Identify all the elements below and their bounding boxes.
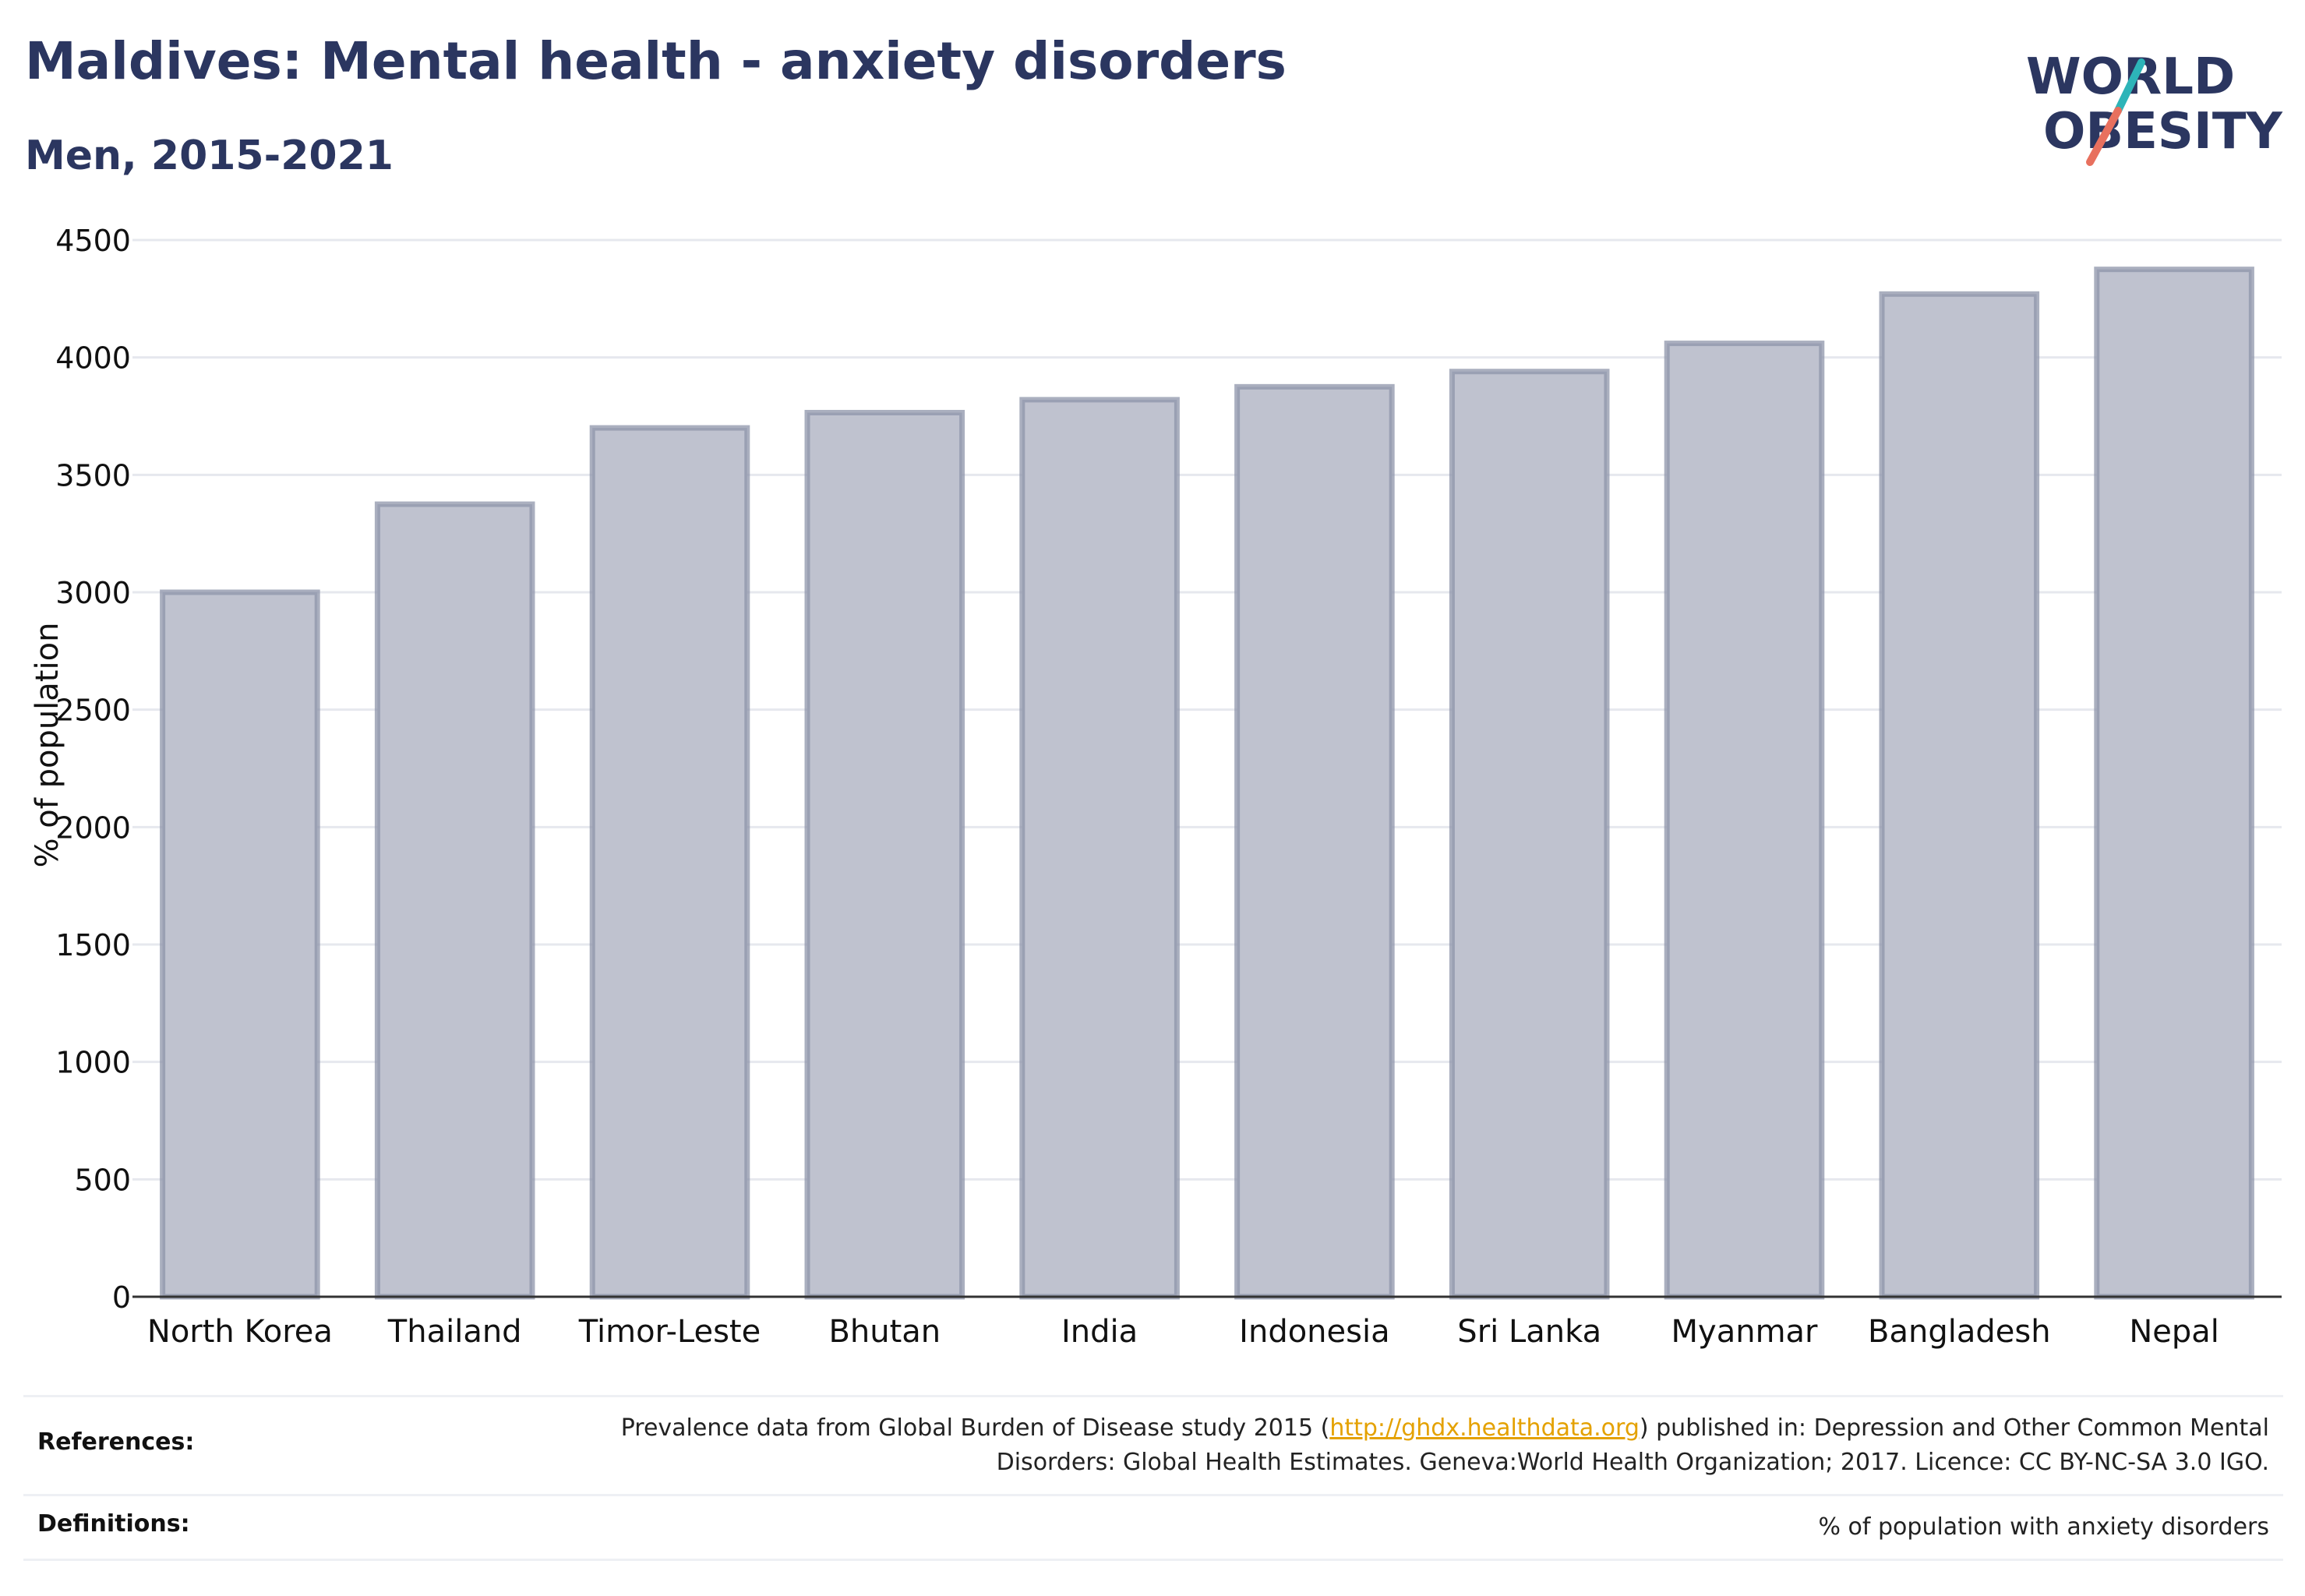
references-link[interactable]: http://ghdx.healthdata.org	[1329, 1414, 1640, 1442]
y-tick-label: 1000	[55, 1046, 131, 1080]
definitions-text: % of population with anxiety disorders	[1818, 1513, 2269, 1541]
bar-sri-lanka	[1449, 369, 1610, 1300]
chart-subtitle: Men, 2015-2021	[25, 132, 394, 179]
y-tick-label: 4000	[55, 341, 131, 376]
y-tick-label: 500	[74, 1163, 131, 1197]
y-tick-label: 4500	[55, 224, 131, 258]
bar-bangladesh	[1879, 291, 2040, 1300]
x-tick-label: Bhutan	[828, 1314, 941, 1350]
y-tick-label: 2500	[55, 694, 131, 728]
x-tick-label: Sri Lanka	[1457, 1314, 1601, 1350]
bar-thailand	[374, 501, 535, 1300]
axes: 0 500 1000 1500 2000 2500 3000 3500 4000 4500 Nort…	[55, 224, 2282, 1350]
bar-chart: 0 500 1000 1500 2000 2500 3000 3500 4000 4500 Nort…	[30, 224, 2282, 1350]
x-tick-label: Indonesia	[1239, 1314, 1389, 1350]
x-tick-label: Myanmar	[1671, 1314, 1819, 1350]
x-tick-label: India	[1061, 1314, 1138, 1350]
x-tick-label: North Korea	[147, 1314, 333, 1350]
y-tick-label: 3500	[55, 458, 131, 493]
references-label: References:	[37, 1428, 195, 1456]
x-tick-label: Timor-Leste	[578, 1314, 761, 1350]
y-tick-label: 2000	[55, 810, 131, 845]
bar-timor-leste	[589, 425, 750, 1300]
references-row: References: Prevalence data from Global …	[23, 1395, 2283, 1494]
bar-north-korea	[160, 589, 320, 1300]
definitions-label: Definitions:	[37, 1510, 190, 1538]
y-tick-label: 1500	[55, 928, 131, 962]
bar-myanmar	[1664, 341, 1825, 1300]
logo-slash-teal	[2114, 58, 2145, 115]
logo-text-obesity: OBESITY	[2043, 103, 2282, 161]
x-tick-label: Thailand	[387, 1314, 522, 1350]
world-obesity-logo: WORLD OBESITY	[2026, 48, 2282, 166]
bar-indonesia	[1234, 383, 1395, 1300]
y-axis-label: % of population	[30, 623, 65, 868]
bar-india	[1019, 397, 1180, 1300]
references-text-before: Prevalence data from Global Burden of Di…	[620, 1414, 1330, 1442]
bar-bhutan	[804, 409, 965, 1300]
x-tick-label: Nepal	[2129, 1314, 2219, 1350]
chart-title: Maldives: Mental health - anxiety disord…	[25, 31, 1287, 91]
logo-slash-coral	[2086, 107, 2122, 166]
references-text: Prevalence data from Global Burden of Di…	[508, 1411, 2269, 1480]
x-tick-label: Bangladesh	[1868, 1314, 2051, 1350]
definitions-row: Definitions: % of population with anxiet…	[23, 1494, 2283, 1561]
bar-nepal	[2094, 267, 2254, 1300]
references-text-after: ) published in: Depression and Other Com…	[996, 1414, 2269, 1476]
y-tick-label: 0	[112, 1280, 131, 1315]
bars	[160, 267, 2254, 1300]
footer-references: References: Prevalence data from Global …	[23, 1395, 2283, 1561]
y-tick-label: 3000	[55, 576, 131, 610]
